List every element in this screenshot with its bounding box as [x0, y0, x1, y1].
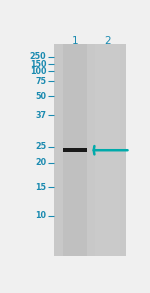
Text: 2: 2 — [104, 36, 111, 46]
Bar — [63, 148, 87, 152]
Bar — [54, 44, 126, 256]
Text: 100: 100 — [30, 67, 46, 76]
Text: 150: 150 — [30, 60, 46, 69]
Text: 37: 37 — [35, 111, 46, 120]
Bar — [63, 44, 87, 256]
Text: 250: 250 — [30, 52, 46, 61]
Text: 25: 25 — [35, 142, 46, 151]
Text: 50: 50 — [35, 92, 46, 100]
Text: 15: 15 — [35, 183, 46, 192]
Bar — [96, 44, 120, 256]
Text: 75: 75 — [35, 77, 46, 86]
Text: 20: 20 — [35, 158, 46, 167]
Text: 10: 10 — [35, 211, 46, 220]
Text: 1: 1 — [72, 36, 78, 46]
